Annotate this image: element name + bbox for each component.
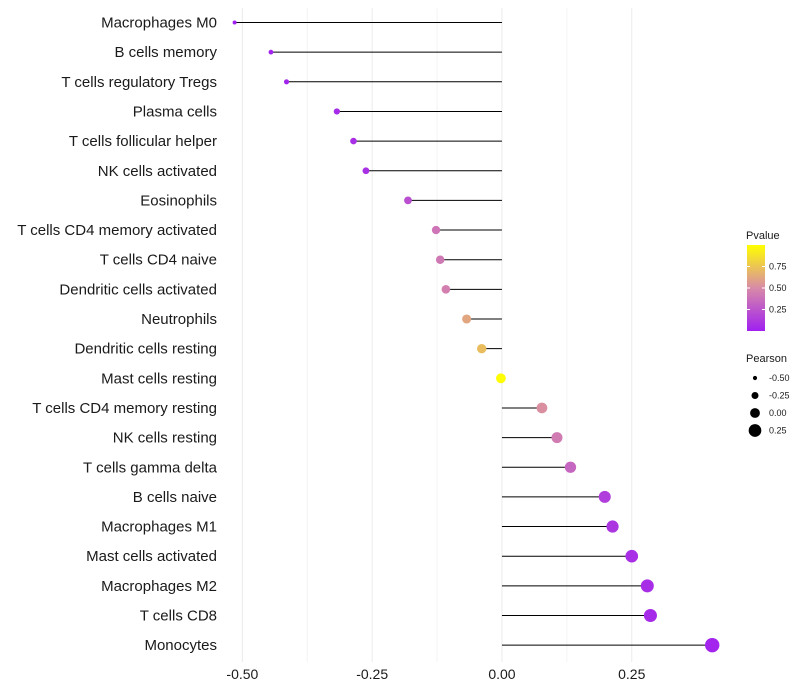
lollipop-point — [404, 196, 412, 205]
size-legend-title: Pearson — [746, 353, 787, 365]
stem-layer — [234, 22, 713, 646]
lollipop-point — [232, 20, 237, 25]
size-legend-label: -0.50 — [769, 373, 790, 383]
size-legend-label: 0.00 — [769, 408, 787, 418]
x-tick-label: 0.25 — [618, 666, 645, 682]
lollipop-point — [551, 432, 563, 444]
lollipop-point — [441, 285, 451, 294]
size-legend-point — [748, 424, 762, 437]
category-label: Macrophages M2 — [101, 578, 217, 595]
size-legend-label: -0.25 — [769, 391, 790, 401]
category-label: T cells gamma delta — [83, 459, 218, 476]
x-tick-label: -0.25 — [356, 666, 388, 682]
lollipop-point — [536, 402, 548, 414]
category-label: T cells CD8 — [140, 608, 217, 625]
x-tick-label: 0.00 — [488, 666, 515, 682]
lollipop-point — [564, 461, 577, 473]
size-legend-point — [750, 408, 760, 418]
point-layer — [232, 20, 720, 653]
category-label: Monocytes — [144, 637, 217, 654]
size-legend-point — [751, 392, 759, 399]
color-legend-bar — [747, 245, 765, 331]
lollipop-point — [462, 314, 472, 324]
lollipop-point — [350, 137, 357, 145]
category-label: NK cells resting — [113, 430, 217, 447]
lollipop-point — [362, 167, 370, 175]
lollipop-point — [640, 579, 654, 593]
lollipop-point — [435, 255, 445, 264]
category-label: Neutrophils — [141, 311, 217, 328]
lollipop-point — [477, 343, 487, 354]
category-label: Macrophages M1 — [101, 519, 217, 536]
lollipop-point — [496, 373, 506, 384]
category-label: B cells naive — [133, 489, 217, 506]
category-label: T cells regulatory Tregs — [61, 74, 217, 91]
lollipop-point — [333, 108, 340, 115]
legend: Pvalue 0.25 0.50 0.75 Pearson -0.50 -0.25 0.… — [746, 230, 790, 437]
category-label: T cells follicular helper — [69, 133, 217, 150]
color-legend-tick-label: 0.50 — [769, 283, 787, 293]
size-legend-point — [752, 375, 758, 381]
category-labels: Macrophages M0 B cells memory T cells regu… — [17, 15, 217, 655]
category-label: Macrophages M0 — [101, 15, 217, 32]
size-legend-label: 0.25 — [769, 426, 787, 436]
category-label: Dendritic cells resting — [74, 341, 217, 358]
category-label: T cells CD4 memory resting — [32, 400, 217, 417]
lollipop-point — [431, 225, 441, 235]
category-label: Mast cells resting — [101, 370, 217, 387]
category-label: T cells CD4 naive — [100, 252, 217, 269]
category-label: NK cells activated — [98, 163, 217, 180]
grid-layer — [241, 8, 633, 662]
lollipop-point — [606, 520, 619, 533]
lollipop-point — [598, 490, 611, 503]
category-label: B cells memory — [114, 44, 217, 61]
lollipop-point — [643, 608, 657, 623]
lollipop-point — [268, 49, 274, 55]
category-label: Plasma cells — [133, 103, 217, 120]
lollipop-point — [283, 79, 290, 85]
x-axis-ticks: -0.50 -0.25 0.00 0.25 — [226, 666, 645, 682]
category-label: Dendritic cells activated — [59, 281, 217, 298]
x-tick-label: -0.50 — [226, 666, 258, 682]
lollipop-point — [705, 637, 720, 653]
color-legend-tick-label: 0.25 — [769, 305, 787, 315]
color-legend-title: Pvalue — [746, 230, 780, 242]
color-legend-tick-label: 0.75 — [769, 262, 787, 272]
color-legend-ticks: 0.25 0.50 0.75 — [747, 262, 787, 315]
lollipop-point — [625, 549, 639, 563]
size-legend-items: -0.50 -0.25 0.00 0.25 — [748, 373, 790, 437]
category-label: T cells CD4 memory activated — [17, 222, 217, 239]
category-label: Mast cells activated — [86, 548, 217, 565]
category-label: Eosinophils — [140, 192, 217, 209]
